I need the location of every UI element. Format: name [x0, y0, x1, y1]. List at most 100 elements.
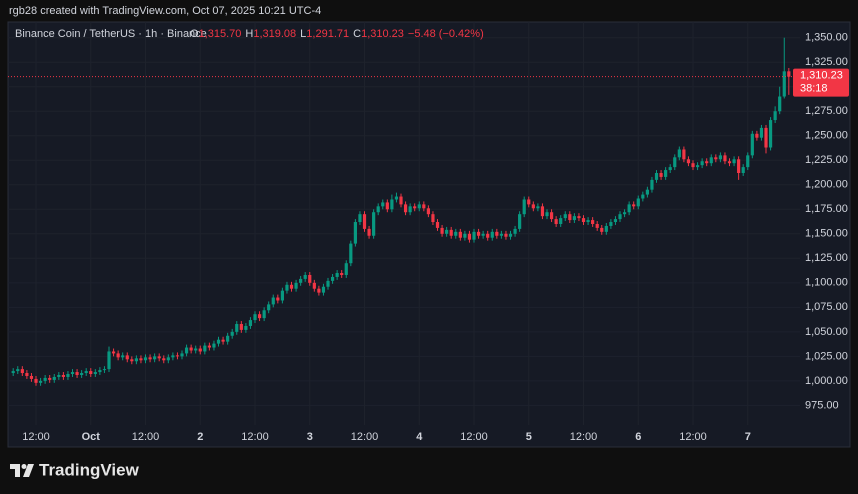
logo-shape	[23, 464, 34, 477]
candle-body	[157, 356, 161, 359]
candle-body	[563, 214, 567, 219]
ohlc-value: 1,310.23	[361, 28, 404, 40]
candle-body	[549, 212, 554, 220]
ohlc-value: 1,319.08	[253, 28, 296, 40]
candle-body	[244, 325, 248, 330]
candle-body	[312, 282, 316, 289]
candle-body	[723, 155, 727, 162]
candle-body	[162, 358, 166, 361]
candle-body	[508, 233, 513, 237]
candle-body	[727, 161, 732, 164]
candle-body	[700, 161, 704, 166]
y-tick-label: 1,175.00	[805, 203, 848, 215]
y-tick-label: 1,000.00	[805, 375, 848, 387]
candle-body	[107, 351, 111, 370]
candle-body	[216, 339, 221, 344]
candle-body	[253, 314, 257, 321]
ohlc-key: H	[245, 28, 253, 40]
candle-body	[413, 206, 417, 209]
candle-body	[143, 357, 148, 361]
candle-body	[221, 339, 225, 342]
candle-body	[340, 273, 344, 275]
candle-body	[522, 199, 526, 215]
candle-body	[568, 214, 572, 221]
candle-body	[686, 159, 691, 164]
x-tick-label: 3	[307, 431, 313, 443]
candle-body	[299, 278, 303, 283]
candle-body	[239, 324, 243, 330]
candle-body	[518, 214, 522, 229]
candle-body	[618, 214, 622, 220]
ohlc-key: O	[190, 28, 199, 40]
candle-body	[303, 274, 307, 279]
x-tick-label: 12:00	[570, 431, 598, 443]
logo-dot	[21, 464, 27, 469]
candle-body	[750, 133, 754, 156]
candle-body	[536, 206, 540, 209]
candle-body	[632, 204, 636, 207]
candle-body	[426, 208, 430, 215]
y-tick-label: 1,200.00	[805, 179, 848, 191]
x-tick-label: 12:00	[351, 431, 379, 443]
candle-body	[289, 284, 294, 289]
candle-body	[600, 227, 604, 232]
y-tick-label: 1,075.00	[805, 301, 848, 313]
candle-body	[43, 377, 47, 381]
candle-body	[189, 347, 193, 351]
candle-body	[276, 297, 280, 301]
candle-body	[235, 324, 239, 332]
candle-body	[166, 357, 170, 361]
x-tick-label: 12:00	[460, 431, 488, 443]
candle-body	[34, 378, 38, 383]
candle-body	[782, 71, 786, 97]
candle-body	[80, 373, 84, 375]
candle-body	[668, 167, 672, 171]
candle-body	[467, 233, 472, 240]
candle-body	[403, 204, 408, 213]
candle-body	[609, 222, 613, 226]
candle-body	[435, 222, 440, 228]
candle-body	[417, 204, 421, 209]
candle-body	[271, 297, 275, 305]
candle-body	[705, 161, 709, 164]
ohlc-value: 1,291.71	[306, 28, 349, 40]
candle-body	[180, 353, 184, 357]
candle-body	[308, 274, 312, 283]
price-badge	[793, 68, 849, 97]
candle-body	[440, 227, 444, 234]
candle-body	[372, 212, 376, 236]
brand-logo: TradingView	[10, 460, 140, 479]
candle-body	[463, 233, 467, 238]
candle-body	[737, 159, 741, 174]
candle-body	[326, 280, 330, 287]
candle-body	[449, 229, 453, 236]
candle-body	[362, 214, 367, 229]
candle-body	[257, 314, 262, 319]
candle-body	[399, 196, 403, 205]
candle-body	[84, 371, 88, 374]
candle-body	[125, 355, 129, 360]
candle-body	[486, 233, 490, 238]
candle-body	[48, 377, 52, 380]
candle-body	[613, 219, 618, 223]
candle-body	[381, 202, 385, 207]
candle-body	[559, 218, 563, 224]
candle-body	[664, 170, 668, 177]
candle-body	[153, 356, 157, 360]
candle-body	[367, 228, 371, 236]
candle-body	[89, 371, 93, 375]
credit: rgb28 created with TradingView.com, Oct …	[9, 5, 321, 17]
candle-body	[230, 331, 234, 336]
candle-body	[650, 179, 654, 190]
candle-body	[732, 159, 736, 164]
candle-body	[294, 282, 298, 289]
candle-body	[472, 231, 476, 240]
ohlc-legend: O1,315.70 H1,319.08 L1,291.71 C1,310.23 −5.4…	[190, 28, 484, 40]
candle-body	[481, 233, 485, 236]
candle-body	[746, 155, 750, 168]
candle-body	[773, 111, 777, 121]
candle-body	[645, 189, 649, 195]
candle-body	[595, 223, 599, 228]
